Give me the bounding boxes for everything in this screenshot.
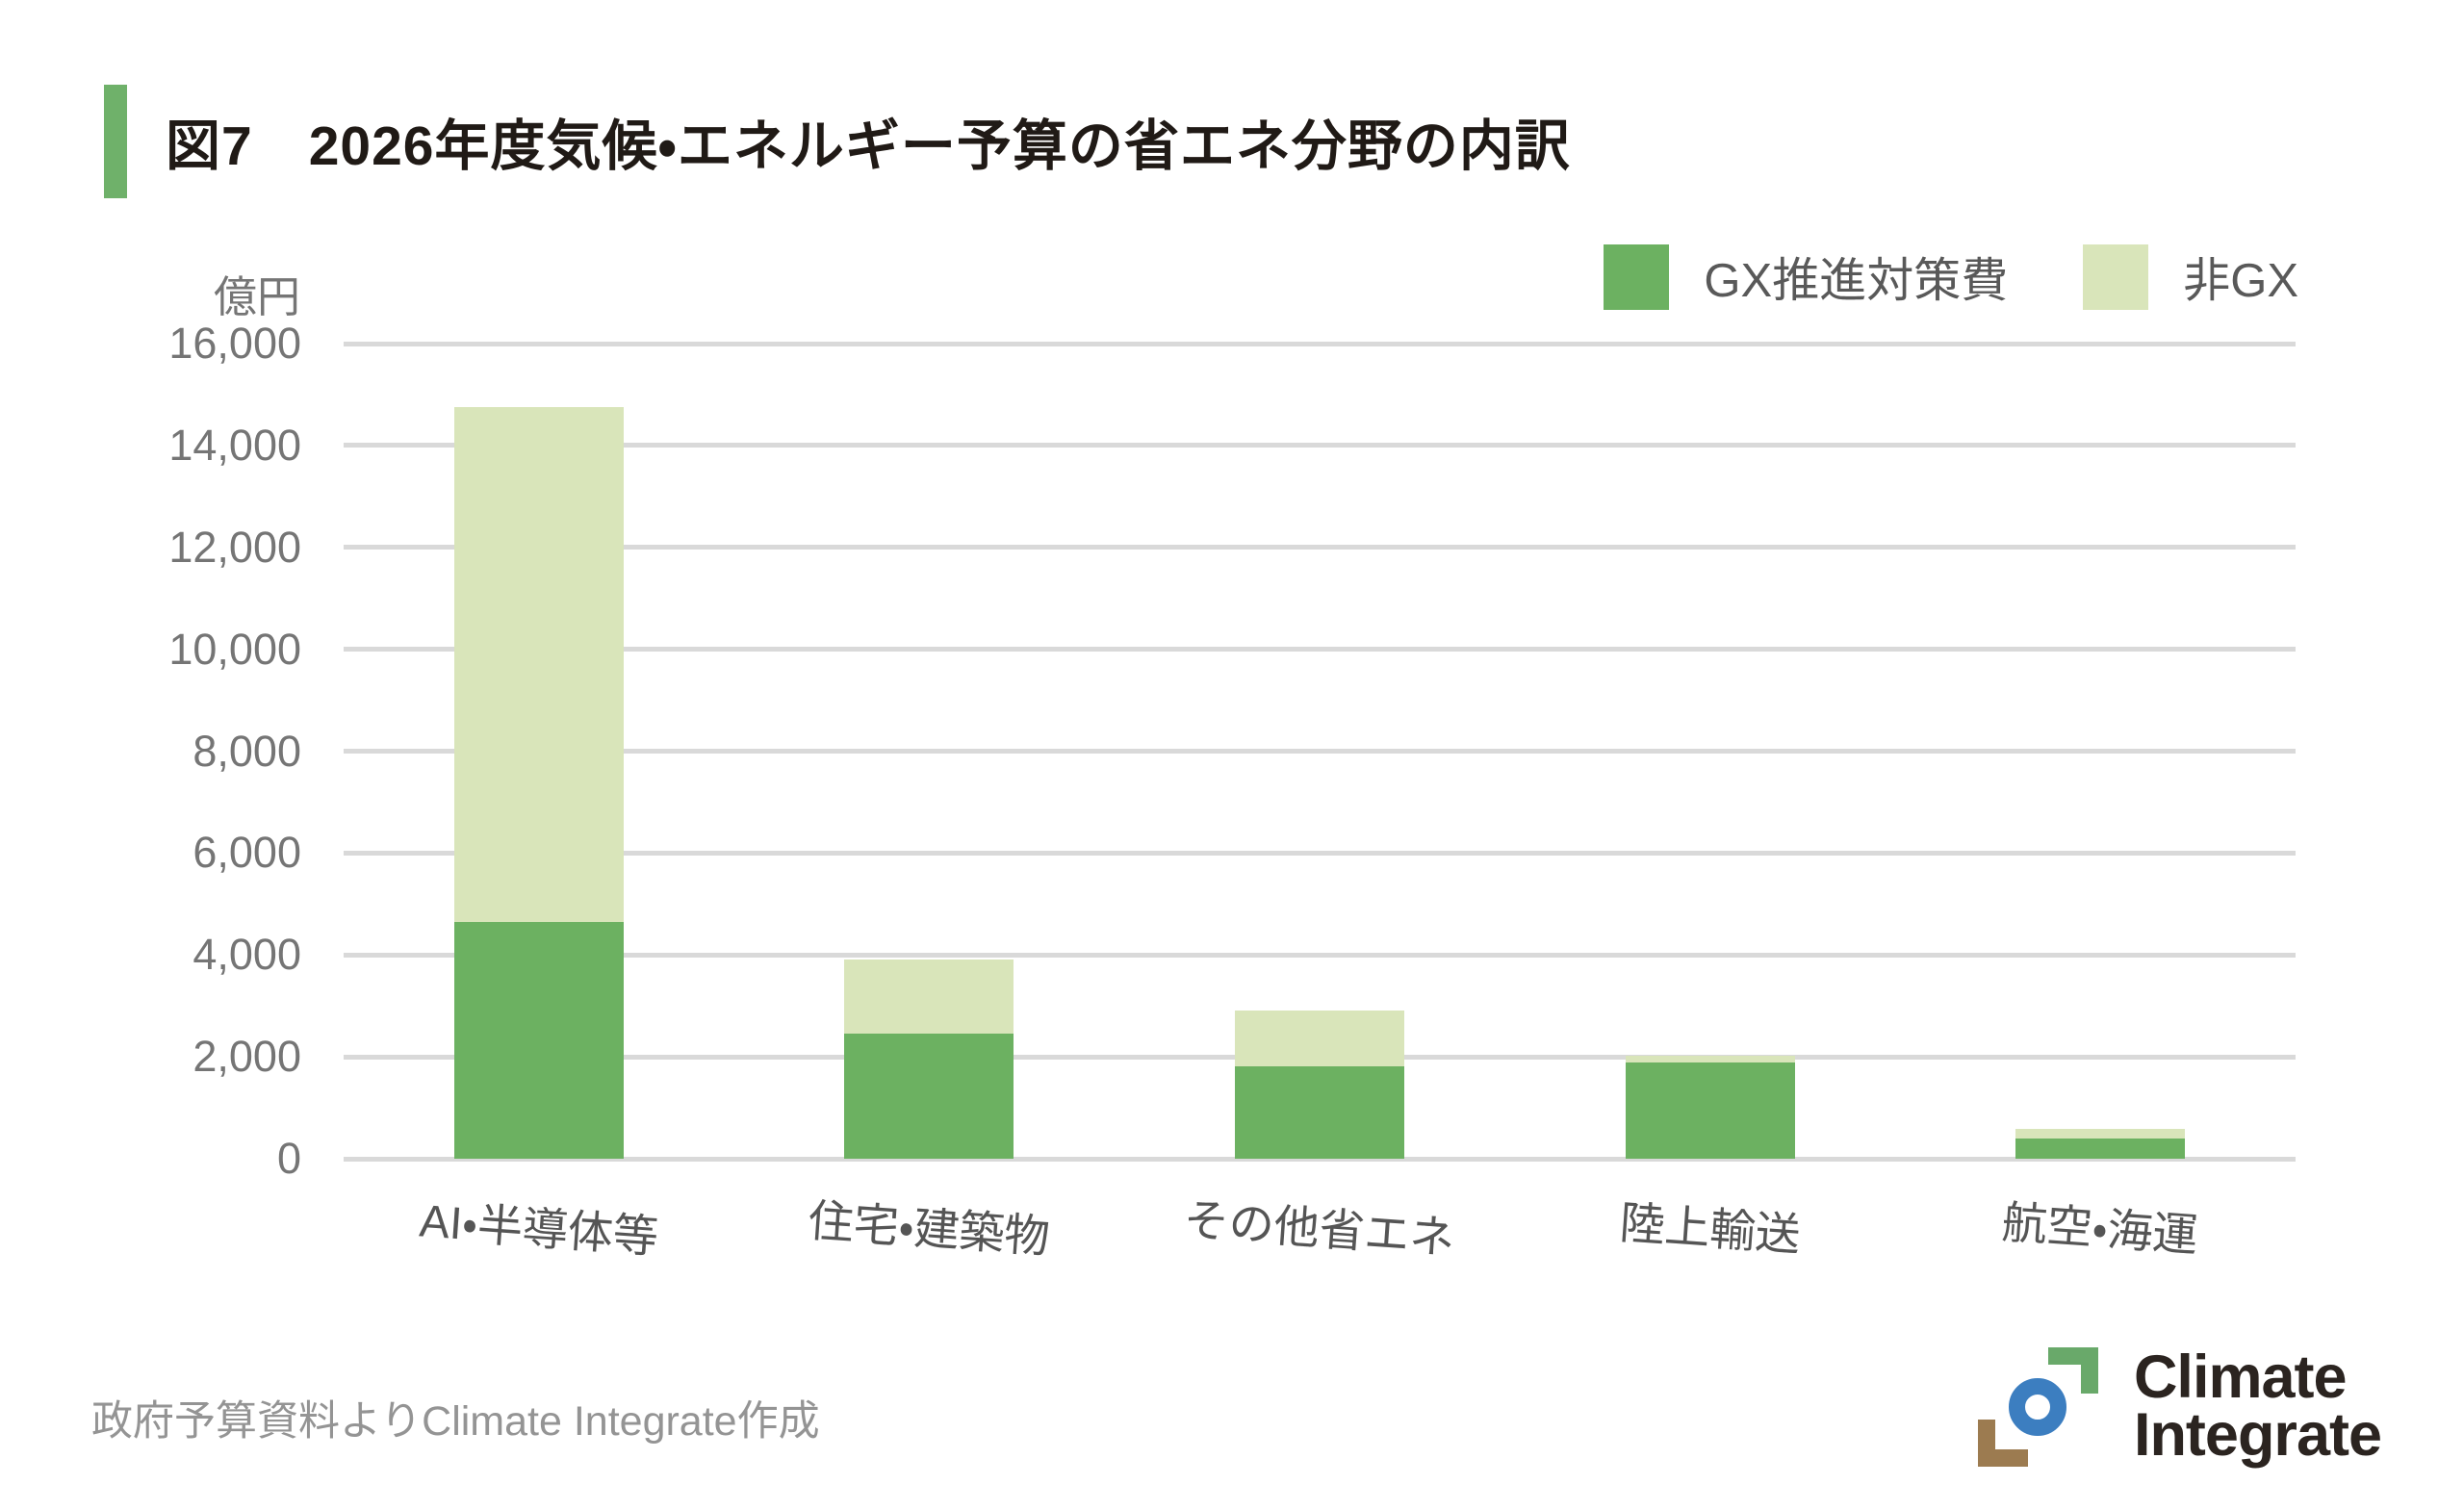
bar-segment xyxy=(453,407,624,922)
stacked-bar xyxy=(453,344,624,1159)
x-axis-cell: その他省エネ xyxy=(1124,1191,1515,1264)
x-axis-label: その他省エネ xyxy=(1182,1193,1457,1264)
stacked-bar xyxy=(1625,344,1795,1159)
bar-segment xyxy=(844,959,1014,1035)
legend-swatch xyxy=(2083,243,2149,310)
bar-group xyxy=(344,344,734,1159)
y-tick-label: 6,000 xyxy=(192,828,301,878)
bar-segment xyxy=(844,1034,1014,1159)
y-tick-label: 4,000 xyxy=(192,930,301,980)
legend-swatch xyxy=(1604,243,1670,310)
figure-title: 図7 2026年度気候・エネルギー予算の省エネ分野の内訳 xyxy=(166,115,1571,177)
gridline xyxy=(344,952,2296,958)
legend-label: 非GX xyxy=(2183,255,2298,307)
plot-area xyxy=(344,341,2296,1162)
x-axis-cell: 住宅・建築物 xyxy=(734,1191,1125,1262)
logo-brown-corner-icon xyxy=(1977,1449,2028,1467)
gridline xyxy=(344,850,2296,856)
y-tick-label: 12,000 xyxy=(168,522,301,572)
legend-label: GX推進対策費 xyxy=(1704,255,2009,307)
x-axis-label: 航空・海運 xyxy=(2000,1195,2200,1262)
x-axis-label: 陸上輸送 xyxy=(1617,1196,1802,1261)
bar-segment xyxy=(2015,1138,2186,1159)
stacked-bar xyxy=(844,344,1014,1159)
x-axis-cell: 陸上輸送 xyxy=(1515,1191,1906,1260)
x-axis-cell: 航空・海運 xyxy=(1905,1191,2296,1261)
bar-group xyxy=(734,344,1125,1159)
bar-segment xyxy=(453,921,624,1159)
gridline xyxy=(344,749,2296,754)
gridline xyxy=(344,341,2296,346)
logo-green-corner-icon xyxy=(2080,1347,2098,1394)
y-axis-unit-label: 億円 xyxy=(213,272,300,321)
chart-legend: GX推進対策費 非GX xyxy=(1604,243,2298,311)
source-note: 政府予算資料よりClimate Integrate作成 xyxy=(91,1398,820,1445)
gridline xyxy=(344,443,2296,448)
x-axis-cell: AI・半導体等 xyxy=(344,1191,734,1262)
climate-integrate-logo-icon xyxy=(1976,1343,2101,1470)
x-axis: AI・半導体等 住宅・建築物 その他省エネ 陸上輸送 航空・海運 xyxy=(344,1191,2296,1264)
logo-wordmark: Climate Integrate xyxy=(2133,1343,2382,1469)
x-axis-label: AI・半導体等 xyxy=(417,1194,660,1263)
stacked-bar xyxy=(2015,344,2186,1159)
stacked-bar xyxy=(1234,344,1404,1159)
gridline xyxy=(344,1156,2296,1162)
bar-group xyxy=(1515,344,1906,1159)
y-tick-label: 10,000 xyxy=(168,624,301,674)
bar-groups xyxy=(344,344,2296,1159)
y-tick-label: 8,000 xyxy=(192,726,301,776)
logo-word-climate: Climate xyxy=(2133,1344,2348,1411)
gridline xyxy=(344,647,2296,653)
y-tick-label: 0 xyxy=(276,1134,301,1183)
y-tick-label: 2,000 xyxy=(192,1032,301,1082)
legend-item: GX推進対策費 xyxy=(1604,243,2008,311)
legend-item: 非GX xyxy=(2083,243,2298,311)
bar-segment xyxy=(1625,1056,1795,1063)
y-tick-label: 14,000 xyxy=(168,420,301,470)
x-axis-label: 住宅・建築物 xyxy=(807,1194,1052,1263)
bar-segment xyxy=(1625,1062,1795,1159)
climate-integrate-logo: Climate Integrate xyxy=(1976,1343,2382,1470)
logo-word-integrate: Integrate xyxy=(2133,1401,2382,1469)
bar-segment xyxy=(2015,1128,2186,1139)
bar-segment xyxy=(1234,1065,1404,1159)
bar-group xyxy=(1124,344,1515,1159)
gridline xyxy=(344,545,2296,550)
y-tick-label: 16,000 xyxy=(168,319,301,368)
bar-segment xyxy=(1234,1011,1404,1066)
title-accent-bar xyxy=(104,85,127,198)
y-axis: 0 2,000 4,000 6,000 8,000 10,000 12,000 14,000 1… xyxy=(0,319,322,1183)
bar-group xyxy=(1905,344,2296,1159)
logo-blue-ring-icon xyxy=(2008,1378,2066,1436)
